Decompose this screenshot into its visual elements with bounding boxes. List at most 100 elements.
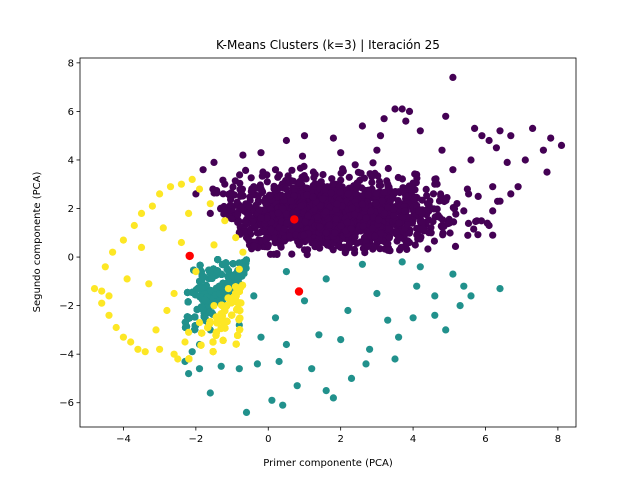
scatter-point (228, 311, 236, 319)
scatter-point (395, 234, 403, 242)
scatter-point (413, 282, 421, 290)
scatter-point (232, 340, 240, 348)
scatter-point (477, 217, 485, 225)
y-tick-label: 6 (68, 107, 74, 118)
scatter-point (313, 213, 321, 221)
scatter-point (235, 217, 243, 226)
scatter-point (262, 199, 270, 207)
scatter-point (188, 175, 196, 183)
scatter-point (236, 326, 244, 334)
scatter-point (296, 238, 304, 246)
scatter-point (472, 217, 480, 226)
scatter-point (218, 260, 227, 269)
scatter-point (399, 187, 407, 195)
scatter-point (409, 314, 417, 322)
scatter-point (290, 192, 298, 200)
scatter-point (145, 280, 153, 288)
scatter-point (331, 229, 339, 237)
scatter-point (300, 231, 308, 239)
x-axis: −4 −2 0 2 4 6 8 (116, 427, 561, 445)
scatter-point (191, 291, 199, 299)
x-tick-label: −4 (116, 434, 131, 445)
scatter-point (200, 273, 208, 281)
scatter-point (109, 248, 117, 256)
scatter-point (429, 190, 438, 198)
scatter-point (369, 213, 377, 221)
scatter-point (137, 243, 146, 251)
scatter-point (315, 331, 323, 339)
scatter-point (234, 274, 242, 282)
scatter-point (90, 285, 99, 293)
scatter-point (362, 214, 370, 222)
scatter-point (287, 197, 295, 205)
scatter-point (206, 389, 214, 397)
scatter-point (489, 231, 497, 239)
scatter-point (271, 314, 280, 322)
scatter-point (337, 222, 345, 230)
scatter-point (206, 200, 214, 208)
scatter-point (346, 240, 354, 248)
scatter-point (449, 73, 457, 81)
scatter-point (514, 183, 522, 191)
scatter-point (219, 190, 227, 198)
scatter-point (279, 401, 287, 409)
scatter-point (368, 178, 376, 187)
scatter-point (308, 365, 316, 373)
scatter-point (415, 207, 423, 215)
scatter-point (450, 205, 459, 213)
scatter-point (250, 292, 258, 300)
scatter-point (105, 311, 113, 319)
scatter-point (373, 146, 381, 154)
scatter-point (195, 365, 204, 373)
scatter-point (419, 224, 427, 233)
scatter-point (369, 243, 377, 251)
scatter-point (431, 311, 439, 319)
scatter-point (362, 360, 370, 368)
scatter-point (279, 205, 287, 213)
scatter-point (221, 303, 229, 311)
scatter-point (460, 207, 468, 215)
scatter-point (311, 170, 319, 179)
scatter-point (543, 168, 551, 176)
scatter-point (430, 205, 438, 213)
scatter-point (282, 210, 290, 218)
scatter-point (241, 218, 249, 226)
scatter-point (271, 166, 280, 174)
scatter-point (411, 241, 419, 249)
scatter-point (431, 175, 439, 183)
scatter-point (193, 305, 201, 314)
scatter-point (449, 270, 457, 278)
scatter-point (221, 180, 229, 188)
centroid-3 (294, 287, 304, 296)
scatter-point (259, 168, 267, 176)
scatter-point (296, 164, 305, 172)
scatter-point (327, 189, 335, 197)
scatter-point (237, 283, 245, 292)
scatter-point (427, 229, 435, 237)
scatter-point (174, 355, 182, 363)
y-axis-label: Segundo componente (PCA) (32, 172, 43, 313)
scatter-point (503, 158, 511, 166)
scatter-point (407, 183, 415, 191)
scatter-point (284, 172, 292, 180)
scatter-point (374, 172, 382, 180)
scatter-point (496, 197, 504, 205)
scatter-point (119, 333, 127, 341)
scatter-point (255, 206, 264, 214)
scatter-point (227, 215, 236, 223)
scatter-point (221, 217, 229, 225)
scatter-point (319, 195, 327, 203)
scatter-point (137, 209, 146, 217)
scatter-point (270, 234, 278, 242)
x-axis-label: Primer componente (PCA) (263, 458, 393, 469)
scatter-point (210, 158, 218, 166)
scatter-point (427, 224, 435, 232)
scatter-point (227, 272, 236, 280)
scatter-point (232, 234, 240, 242)
scatter-point (234, 331, 242, 339)
cluster-2-points (181, 256, 504, 416)
scatter-point (292, 231, 300, 239)
scatter-point (460, 282, 468, 290)
scatter-point (380, 115, 388, 123)
scatter-point (422, 185, 430, 193)
